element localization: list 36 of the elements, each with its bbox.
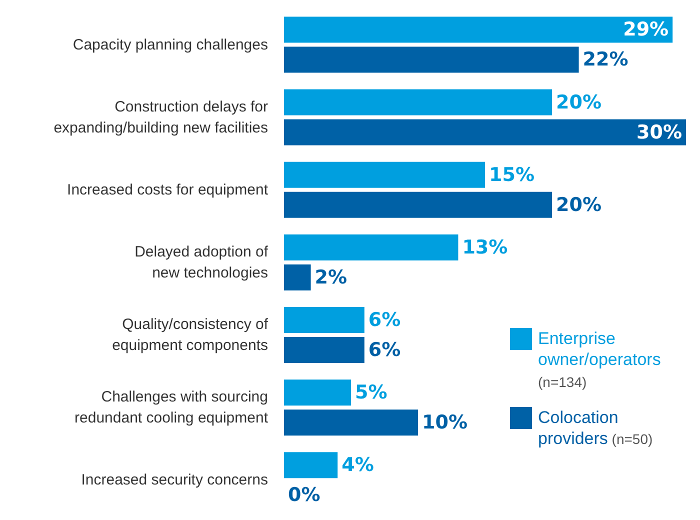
- bar: [284, 410, 418, 436]
- bar: [284, 336, 364, 363]
- y-tick-label: Capacity planning challenges: [72, 36, 268, 53]
- bar: [284, 452, 338, 478]
- bar: [284, 119, 686, 146]
- data-label: 10%: [422, 412, 468, 434]
- y-tick-label: Construction delays for expanding/building new facilities: [54, 98, 268, 136]
- bar: [284, 46, 579, 73]
- data-label: 4%: [342, 454, 374, 476]
- y-tick-label: Quality/consistency of equipment components: [112, 316, 269, 354]
- data-label: 2%: [314, 266, 348, 288]
- data-label: 15%: [489, 164, 534, 186]
- bar: [284, 89, 552, 116]
- legend-label: Colocation providers (n=50): [538, 407, 654, 450]
- bar: [284, 380, 351, 406]
- bar: [284, 162, 485, 188]
- y-tick-label: Challenges with sourcing redundant cooling equipment: [74, 388, 269, 426]
- bar: [284, 306, 364, 333]
- y-tick-label: Increased security concerns: [81, 471, 268, 488]
- data-label: 22%: [582, 48, 628, 71]
- data-label: 5%: [355, 382, 388, 404]
- bar: [284, 234, 458, 260]
- y-tick-label: Increased costs for equipment: [67, 180, 269, 198]
- bar: [284, 264, 311, 290]
- data-label: 13%: [462, 236, 508, 258]
- bar: [284, 192, 552, 218]
- data-label: 6%: [368, 308, 401, 331]
- data-label: 0%: [288, 484, 320, 506]
- data-label: 20%: [556, 194, 602, 216]
- data-label: 30%: [636, 121, 682, 144]
- bar: [284, 16, 673, 43]
- data-label: 20%: [556, 91, 602, 114]
- data-label: 6%: [368, 338, 401, 361]
- legend-label: Enterprise owner/operators (n=134): [538, 328, 662, 392]
- y-tick-label: Delayed adoption of new technologies: [134, 243, 269, 281]
- data-label: 29%: [623, 18, 669, 41]
